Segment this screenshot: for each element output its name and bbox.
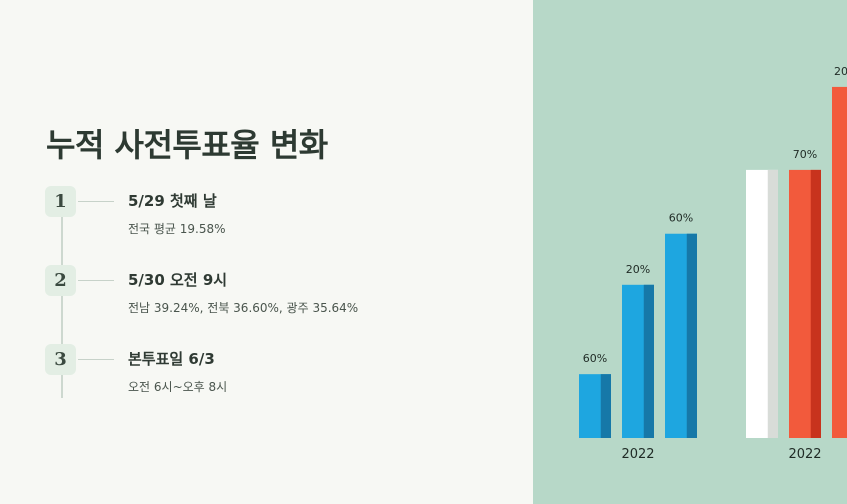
- group-label: 2022: [788, 447, 821, 462]
- page-title: 누적 사전투표율 변화: [46, 126, 328, 164]
- timeline-step-1: 1 5/29 첫째 날 전국 평균 19.58%: [0, 186, 533, 246]
- bar-value-label: 60%: [669, 212, 693, 225]
- step-title: 본투표일 6/3: [128, 350, 215, 368]
- bar-g2-3: [832, 86, 847, 439]
- step-description: 전남 39.24%, 전북 36.60%, 광주 35.64%: [128, 301, 359, 315]
- bar-value-label: 70%: [793, 148, 817, 161]
- step-number-badge: 3: [45, 344, 76, 375]
- bar-shade-g1-2: [643, 284, 654, 438]
- timeline-step-2: 2 5/30 오전 9시 전남 39.24%, 전북 36.60%, 광주 35…: [0, 265, 533, 325]
- bar-shade-g2-1: [767, 169, 778, 438]
- step-connector: [78, 201, 114, 202]
- step-title: 5/30 오전 9시: [128, 271, 228, 289]
- bar-shade-g2-2: [810, 169, 821, 438]
- group-label: 2022: [621, 447, 654, 462]
- step-title: 5/29 첫째 날: [128, 192, 217, 210]
- step-connector: [78, 359, 114, 360]
- bar-value-label: 60%: [583, 352, 607, 365]
- timeline-step-3: 3 본투표일 6/3 오전 6시~오후 8시: [0, 344, 533, 404]
- step-number-badge: 1: [45, 186, 76, 217]
- timeline-line: [61, 200, 63, 398]
- step-number-badge: 2: [45, 265, 76, 296]
- bar-chart: 60% 20% 60% 2022 70% 2022 2022: [579, 65, 847, 462]
- step-description: 오전 6시~오후 8시: [128, 380, 228, 394]
- step-connector: [78, 280, 114, 281]
- bar-shade-g1-3: [686, 233, 697, 438]
- bar-shade-g1-1: [600, 374, 611, 438]
- step-description: 전국 평균 19.58%: [128, 222, 226, 236]
- left-panel: [0, 0, 533, 504]
- bar-value-label: 2022: [834, 65, 847, 78]
- bar-value-label: 20%: [626, 263, 650, 276]
